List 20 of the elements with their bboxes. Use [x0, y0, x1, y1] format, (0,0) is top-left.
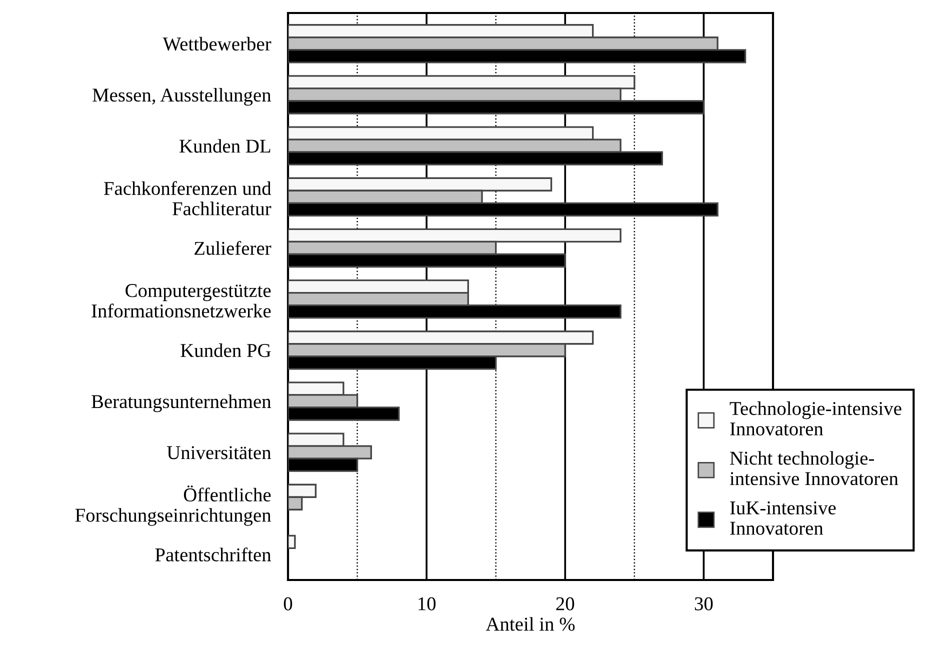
y-tick-label: Messen, Ausstellungen [92, 88, 272, 106]
y-tick-label: Kunden PG [180, 343, 271, 358]
y-tick-label: Universitäten [166, 446, 272, 460]
legend-label: Technologie-intensive Innovatoren [730, 401, 902, 436]
x-tick-label: 30 [694, 597, 713, 610]
y-tick-label: Fachkonferenzen und Fachliteratur [104, 181, 272, 216]
bar [288, 534, 296, 550]
y-tick-label: Zulieferer [194, 241, 272, 255]
y-tick-label: Wettbewerber [162, 36, 272, 51]
y-tick-label: Kunden DL [180, 139, 270, 153]
legend-label: IuK-intensive Innovatoren [730, 501, 836, 535]
y-tick-label: Patentschriften [155, 548, 272, 562]
y-tick-label: Computergestützte Informationsnetzwerke [92, 284, 271, 318]
y-tick-label: Öffentliche Forschungseinrichtungen [75, 486, 272, 526]
x-axis-title: Anteil in % [486, 617, 575, 631]
legend-label: Nicht technologie- intensive Innovatoren [730, 451, 898, 486]
y-tick-label: Beratungsunternehmen [92, 394, 272, 412]
x-tick-label: 20 [556, 597, 574, 610]
x-tick-label: 10 [418, 597, 436, 610]
x-tick-label: 0 [284, 597, 292, 610]
